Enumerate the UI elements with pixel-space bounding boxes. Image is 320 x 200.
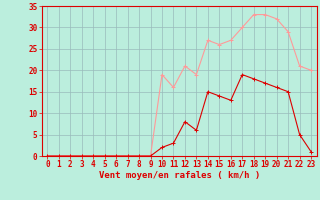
X-axis label: Vent moyen/en rafales ( km/h ): Vent moyen/en rafales ( km/h ) — [99, 171, 260, 180]
